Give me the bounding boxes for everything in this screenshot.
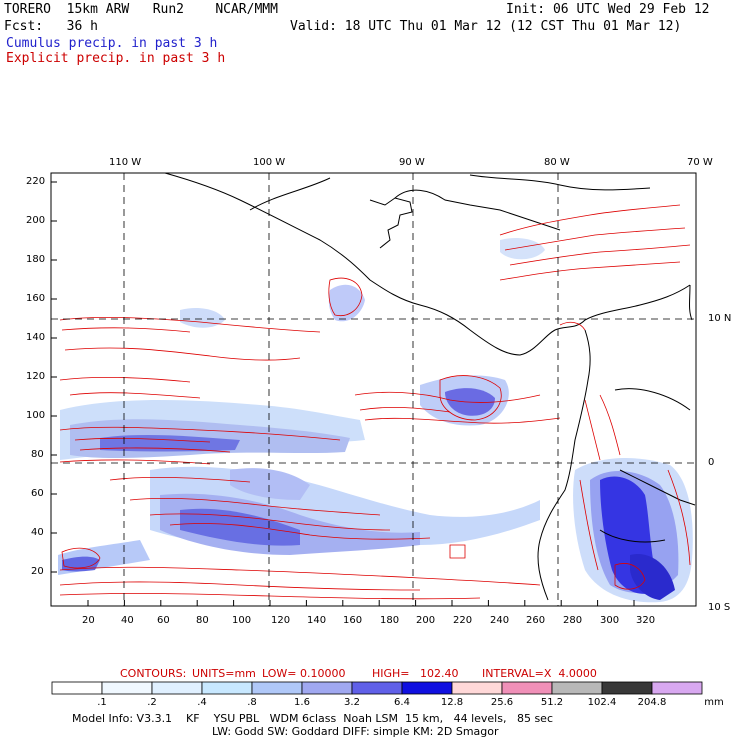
x-tick-label: 260 bbox=[526, 615, 546, 626]
x-tick-label: 300 bbox=[600, 615, 620, 626]
lon-label: 100 W bbox=[253, 157, 286, 168]
colorbar-swatch bbox=[551, 681, 603, 695]
header-title: TORERO 15km ARW Run2 NCAR/MMM bbox=[4, 2, 278, 17]
lat-label: 10 S bbox=[708, 602, 731, 613]
colorbar-swatch bbox=[251, 681, 303, 695]
colorbar-swatch bbox=[101, 681, 153, 695]
x-tick-label: 280 bbox=[563, 615, 583, 626]
x-tick-label: 40 bbox=[121, 615, 134, 626]
y-tick-label: 160 bbox=[26, 293, 46, 304]
y-tick-label: 140 bbox=[26, 332, 46, 343]
colorbar-label: 3.2 bbox=[344, 697, 360, 708]
y-tick-label: 220 bbox=[26, 176, 46, 187]
colorbar-label: .1 bbox=[97, 697, 107, 708]
lon-label: 110 W bbox=[109, 157, 142, 168]
x-tick-label: 320 bbox=[636, 615, 656, 626]
colorbar-label: 204.8 bbox=[637, 697, 667, 708]
colorbar bbox=[51, 681, 703, 695]
lon-label: 80 W bbox=[544, 157, 570, 168]
x-tick-label: 140 bbox=[307, 615, 327, 626]
y-tick-label: 200 bbox=[26, 215, 46, 226]
colorbar-swatch bbox=[401, 681, 453, 695]
x-tick-label: 180 bbox=[380, 615, 400, 626]
lon-label: 90 W bbox=[399, 157, 425, 168]
colorbar-label: .2 bbox=[147, 697, 157, 708]
colorbar-swatch bbox=[301, 681, 353, 695]
contours-label: CONTOURS: bbox=[120, 667, 187, 680]
y-tick-label: 60 bbox=[31, 488, 44, 499]
colorbar-swatch bbox=[351, 681, 403, 695]
colorbar-label: 51.2 bbox=[540, 697, 564, 708]
colorbar-swatch bbox=[51, 681, 103, 695]
x-tick-label: 80 bbox=[196, 615, 209, 626]
y-tick-label: 20 bbox=[31, 566, 44, 577]
lat-label: 0 bbox=[708, 457, 715, 468]
valid-time: Valid: 18 UTC Thu 01 Mar 12 (12 CST Thu … bbox=[290, 19, 682, 34]
legend-cumulus: Cumulus precip. in past 3 h bbox=[6, 36, 218, 51]
colorbar-swatch bbox=[651, 681, 703, 695]
y-tick-label: 100 bbox=[26, 410, 46, 421]
init-time: Init: 06 UTC Wed 29 Feb 12 bbox=[506, 2, 710, 17]
model-info-line2: LW: Godd SW: Goddard DIFF: simple KM: 2D… bbox=[212, 725, 499, 738]
colorbar-swatch bbox=[601, 681, 653, 695]
colorbar-label: .8 bbox=[247, 697, 257, 708]
colorbar-label: .4 bbox=[197, 697, 207, 708]
x-tick-label: 160 bbox=[343, 615, 363, 626]
explicit-precip-contours bbox=[59, 204, 691, 600]
lat-label: 10 N bbox=[708, 313, 732, 324]
lon-label: 70 W bbox=[687, 157, 713, 168]
colorbar-swatch bbox=[201, 681, 253, 695]
contours-low: LOW= 0.10000 bbox=[262, 667, 346, 680]
legend-explicit: Explicit precip. in past 3 h bbox=[6, 51, 226, 66]
colorbar-label: 12.8 bbox=[440, 697, 464, 708]
coastlines bbox=[164, 172, 696, 601]
x-tick-label: 200 bbox=[416, 615, 436, 626]
y-tick-label: 180 bbox=[26, 254, 46, 265]
colorbar-label: 25.6 bbox=[490, 697, 514, 708]
x-tick-label: 20 bbox=[82, 615, 95, 626]
y-tick-label: 80 bbox=[31, 449, 44, 460]
cumulus-precip-areas bbox=[58, 238, 693, 603]
x-tick-label: 220 bbox=[453, 615, 473, 626]
contours-interval: INTERVAL=X 4.0000 bbox=[482, 667, 597, 680]
latlon-grid bbox=[51, 173, 696, 606]
axis-ticks bbox=[51, 181, 635, 606]
x-tick-label: 100 bbox=[232, 615, 252, 626]
colorbar-swatch bbox=[451, 681, 503, 695]
contours-units: UNITS=mm bbox=[192, 667, 256, 680]
x-tick-label: 240 bbox=[490, 615, 510, 626]
model-info-line1: Model Info: V3.3.1 KF YSU PBL WDM 6class… bbox=[72, 712, 553, 725]
forecast-hour: Fcst: 36 h bbox=[4, 19, 98, 34]
x-tick-label: 120 bbox=[271, 615, 291, 626]
colorbar-label: 102.4 bbox=[587, 697, 617, 708]
x-tick-label: 60 bbox=[157, 615, 170, 626]
colorbar-swatch bbox=[501, 681, 553, 695]
colorbar-label: 6.4 bbox=[394, 697, 410, 708]
contours-high: HIGH= 102.40 bbox=[372, 667, 459, 680]
colorbar-label: 1.6 bbox=[294, 697, 310, 708]
colorbar-unit: mm bbox=[704, 697, 724, 708]
colorbar-swatch bbox=[151, 681, 203, 695]
y-tick-label: 120 bbox=[26, 371, 46, 382]
y-tick-label: 40 bbox=[31, 527, 44, 538]
